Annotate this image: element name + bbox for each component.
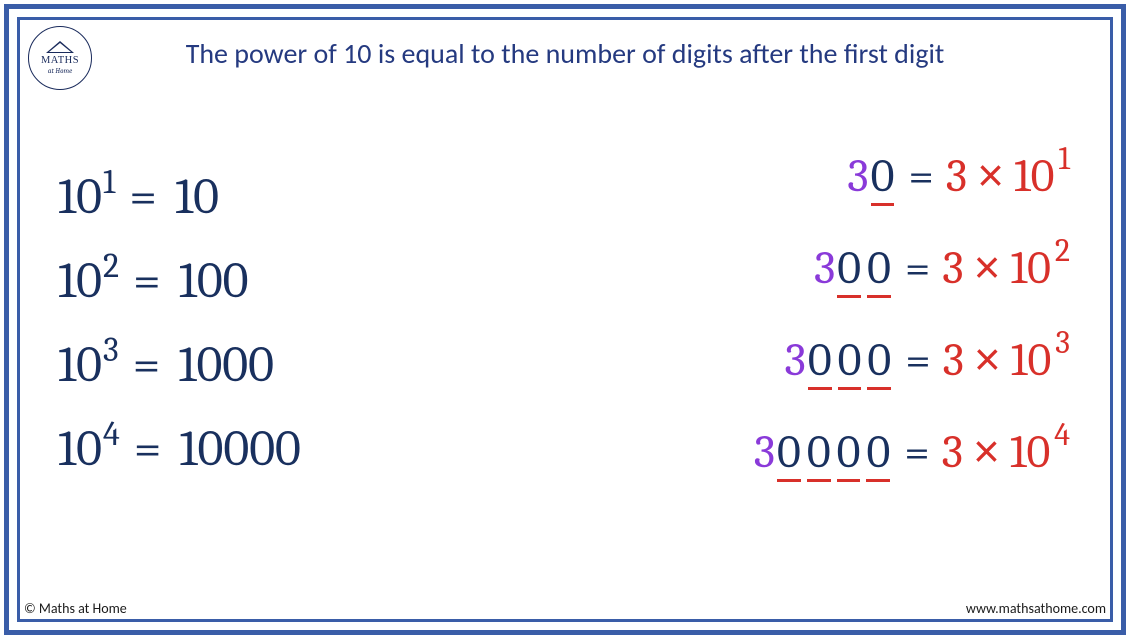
exponent: 1 <box>103 162 115 202</box>
standard-form-row: 3 0 = 3 × 10 1 <box>510 148 1070 240</box>
exponent: 1 <box>1058 140 1070 177</box>
times-sign: × <box>973 424 1000 478</box>
coefficient: 3 <box>946 150 967 203</box>
outer-frame: MATHS at Home The power of 10 is equal t… <box>4 4 1126 635</box>
power-row: 104 = 10000 <box>58 420 498 504</box>
coefficient: 3 <box>942 242 963 295</box>
power-row: 102 = 100 <box>58 252 498 336</box>
trail-digit: 0 <box>838 334 862 390</box>
times-sign: × <box>974 240 1001 294</box>
exponent: 3 <box>1055 324 1070 361</box>
power-row: 101 = 10 <box>58 168 498 252</box>
standard-form-row: 3 0 0 0 = 3 × 10 3 <box>510 332 1070 424</box>
trail-digit: 0 <box>808 334 832 390</box>
trail-digit: 0 <box>867 334 891 390</box>
lead-digit: 3 <box>785 334 806 387</box>
page-title: The power of 10 is equal to the number o… <box>20 36 1110 71</box>
exponent: 2 <box>103 246 119 286</box>
right-column: 3 0 = 3 × 10 1 3 0 0 = 3 × 10 2 3 0 <box>510 148 1070 516</box>
inner-frame: MATHS at Home The power of 10 is equal t… <box>17 17 1113 622</box>
equals-sign: = <box>908 150 933 203</box>
base-ten: 10 <box>1010 426 1050 479</box>
trail-digit: 0 <box>866 426 890 482</box>
rhs-value: 10000 <box>179 420 301 478</box>
exponent: 4 <box>1054 416 1070 453</box>
trail-digit: 0 <box>871 150 895 206</box>
equals-sign: = <box>905 334 930 387</box>
exponent: 4 <box>103 414 120 454</box>
base-ten: 10 <box>1010 242 1050 295</box>
rhs-value: 1000 <box>178 336 274 394</box>
equals-sign: = <box>904 426 929 479</box>
rhs-value: 100 <box>179 252 249 310</box>
footer-url: www.mathsathome.com <box>966 600 1106 617</box>
rhs-value: 10 <box>175 168 219 226</box>
base: 10 <box>58 336 102 394</box>
lead-digit: 3 <box>814 242 835 295</box>
base: 10 <box>58 168 102 226</box>
power-row: 103 = 1000 <box>58 336 498 420</box>
lead-digit: 3 <box>754 426 775 479</box>
equals-sign: = <box>134 420 162 478</box>
exponent: 2 <box>1055 232 1070 269</box>
equals-sign: = <box>133 336 161 394</box>
exponent: 3 <box>103 330 119 370</box>
footer-copyright: © Maths at Home <box>24 600 127 617</box>
times-sign: × <box>977 148 1004 202</box>
trail-digit: 0 <box>807 426 831 482</box>
standard-form-row: 3 0 0 = 3 × 10 2 <box>510 240 1070 332</box>
base-ten: 10 <box>1011 334 1051 387</box>
trail-digit: 0 <box>777 426 801 482</box>
coefficient: 3 <box>943 334 964 387</box>
standard-form-row: 3 0 0 0 0 = 3 × 10 4 <box>510 424 1070 516</box>
base-ten: 10 <box>1014 150 1054 203</box>
left-column: 101 = 10 102 = 100 103 = 1000 104 = 1000… <box>58 168 498 504</box>
lead-digit: 3 <box>847 150 868 203</box>
base: 10 <box>58 420 102 478</box>
times-sign: × <box>974 332 1001 386</box>
equals-sign: = <box>905 242 930 295</box>
trail-digit: 0 <box>837 426 861 482</box>
coefficient: 3 <box>942 426 963 479</box>
trail-digit: 0 <box>867 242 891 298</box>
base: 10 <box>58 252 102 310</box>
equals-sign: = <box>133 252 161 310</box>
trail-digit: 0 <box>837 242 861 298</box>
equals-sign: = <box>129 168 157 226</box>
